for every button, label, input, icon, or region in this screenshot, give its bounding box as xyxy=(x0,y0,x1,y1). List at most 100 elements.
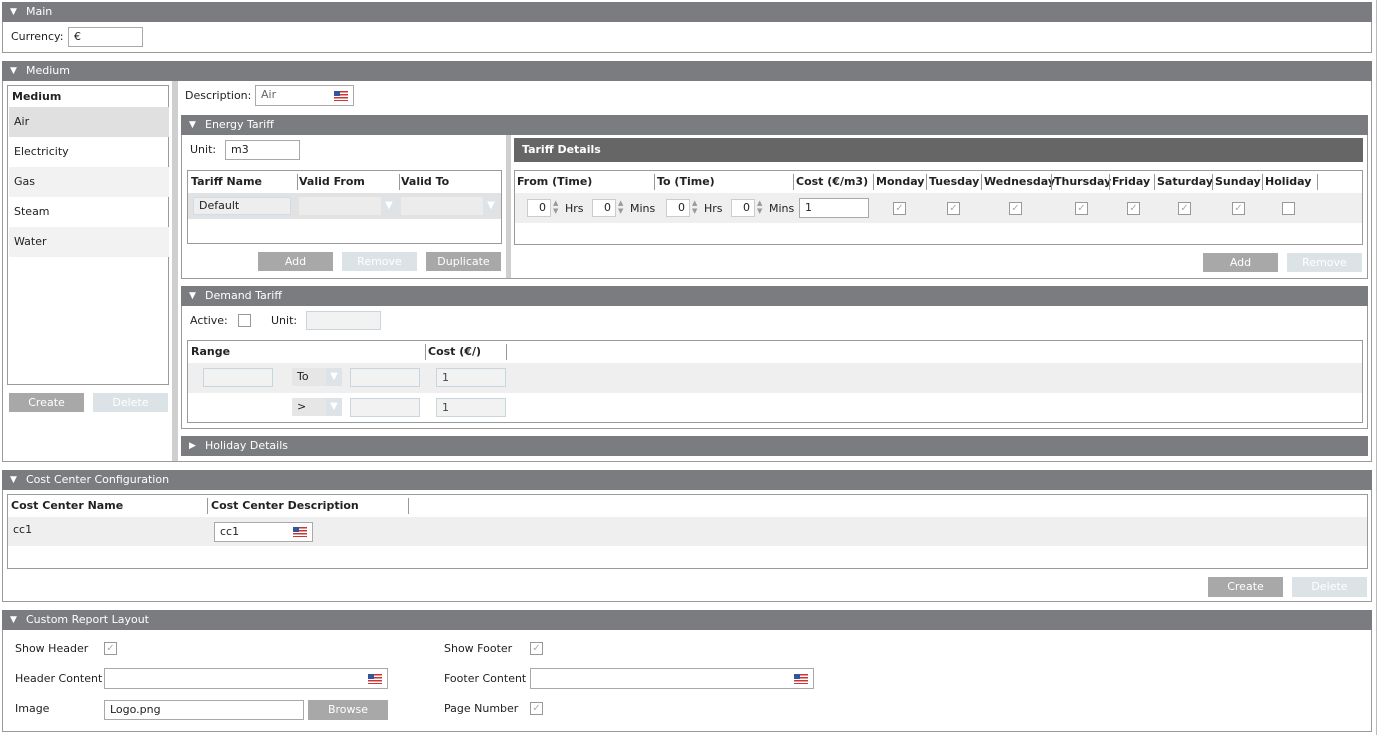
main-header[interactable]: ▼ Main xyxy=(2,2,1372,22)
range-cost-input[interactable]: 1 xyxy=(436,398,506,417)
column-header: Holiday xyxy=(1265,175,1312,188)
column-header: Sunday xyxy=(1215,175,1261,188)
cost-center-name: cc1 xyxy=(13,523,33,536)
day-checkbox-holiday[interactable] xyxy=(1282,202,1295,215)
spinner-arrows-icon[interactable]: ▲ ▼ xyxy=(553,199,559,215)
column-header: Cost (€/) xyxy=(428,345,481,358)
us-flag-icon[interactable] xyxy=(368,674,382,684)
report-layout-header[interactable]: ▼ Custom Report Layout xyxy=(2,610,1372,630)
unit-label: Unit: xyxy=(271,314,298,327)
day-checkbox-sunday[interactable]: ✓ xyxy=(1232,202,1245,215)
column-header: Valid From xyxy=(299,175,365,188)
medium-header[interactable]: ▼ Medium xyxy=(2,61,1372,81)
cost-input[interactable]: 1 xyxy=(799,198,869,218)
us-flag-icon[interactable] xyxy=(794,674,808,684)
day-checkbox-monday[interactable]: ✓ xyxy=(893,202,906,215)
expand-icon: ▼ xyxy=(189,291,196,301)
show-footer-checkbox[interactable]: ✓ xyxy=(530,642,543,655)
day-checkbox-saturday[interactable]: ✓ xyxy=(1178,202,1191,215)
currency-label: Currency: xyxy=(11,30,64,43)
tariff-grid: Tariff Name Valid From Valid To Default … xyxy=(187,170,502,244)
remove-detail-button[interactable]: Remove xyxy=(1287,253,1362,272)
tariff-details-header: Tariff Details xyxy=(514,138,1363,162)
footer-content-input[interactable] xyxy=(530,668,814,689)
show-footer-label: Show Footer xyxy=(444,642,513,655)
delete-cost-center-button[interactable]: Delete xyxy=(1292,577,1367,597)
create-medium-button[interactable]: Create xyxy=(9,393,84,412)
tariff-name-input[interactable]: Default xyxy=(193,197,291,215)
valid-from-dropdown[interactable]: ▼ xyxy=(299,197,397,215)
holiday-details-header[interactable]: ▶ Holiday Details xyxy=(181,436,1368,456)
splitter[interactable] xyxy=(506,135,511,278)
from-mins-input[interactable]: 0 xyxy=(592,199,616,217)
spinner-arrows-icon[interactable]: ▲ ▼ xyxy=(618,199,624,215)
energy-tariff-header[interactable]: ▼ Energy Tariff xyxy=(181,115,1368,135)
demand-tariff-header[interactable]: ▼ Demand Tariff xyxy=(181,286,1368,306)
description-value: cc1 xyxy=(220,525,240,538)
show-header-checkbox[interactable]: ✓ xyxy=(104,642,117,655)
add-tariff-button[interactable]: Add xyxy=(258,252,333,271)
browse-button[interactable]: Browse xyxy=(308,700,388,720)
cost-center-grid: Cost Center Name Cost Center Description… xyxy=(7,494,1368,569)
range-from-input[interactable] xyxy=(203,368,273,387)
medium-item-electricity[interactable]: Electricity xyxy=(14,145,69,158)
section-title: Holiday Details xyxy=(205,439,288,452)
column-header: Cost (€/m3) xyxy=(796,175,869,188)
range-cost-input[interactable]: 1 xyxy=(436,368,506,387)
add-detail-button[interactable]: Add xyxy=(1203,253,1278,272)
duplicate-tariff-button[interactable]: Duplicate xyxy=(426,252,501,271)
image-input[interactable]: Logo.png xyxy=(104,700,304,720)
description-input[interactable]: Air xyxy=(255,85,354,106)
spinner-arrows-icon[interactable]: ▲ ▼ xyxy=(757,199,763,215)
column-header: From (Time) xyxy=(517,175,593,188)
range-operator-dropdown[interactable]: > ▼ xyxy=(292,398,342,416)
medium-item-water[interactable]: Water xyxy=(9,227,169,257)
delete-medium-button[interactable]: Delete xyxy=(93,393,168,412)
day-checkbox-thursday[interactable]: ✓ xyxy=(1075,202,1088,215)
us-flag-icon[interactable] xyxy=(334,91,348,101)
section-title: Medium xyxy=(26,64,70,77)
remove-tariff-button[interactable]: Remove xyxy=(342,252,417,271)
day-checkbox-tuesday[interactable]: ✓ xyxy=(947,202,960,215)
range-to-input[interactable] xyxy=(350,368,420,387)
to-mins-input[interactable]: 0 xyxy=(731,199,755,217)
medium-item-gas[interactable]: Gas xyxy=(9,167,169,197)
scrollbar[interactable] xyxy=(1376,0,1377,735)
splitter[interactable] xyxy=(172,81,178,461)
column-header: Monday xyxy=(876,175,925,188)
range-to-input[interactable] xyxy=(350,398,420,417)
expand-icon: ▼ xyxy=(10,7,17,17)
table-row[interactable]: cc1 cc1 xyxy=(8,517,1367,546)
range-operator-dropdown[interactable]: To ▼ xyxy=(292,368,342,386)
header-content-input[interactable] xyxy=(104,668,388,689)
medium-item-steam[interactable]: Steam xyxy=(14,205,50,218)
valid-to-dropdown[interactable]: ▼ xyxy=(401,197,499,215)
day-checkbox-wednesday[interactable]: ✓ xyxy=(1009,202,1022,215)
table-row[interactable]: To ▼ 1 xyxy=(188,363,1362,393)
column-header: To (Time) xyxy=(657,175,715,188)
column-header: Cost Center Name xyxy=(11,499,124,512)
currency-input[interactable]: € xyxy=(68,27,143,47)
to-hrs-input[interactable]: 0 xyxy=(666,199,690,217)
create-cost-center-button[interactable]: Create xyxy=(1208,577,1283,597)
column-header: Thursday xyxy=(1054,175,1112,188)
unit-input[interactable]: m3 xyxy=(225,140,300,160)
description-value: Air xyxy=(261,88,277,101)
medium-item-air[interactable]: Air xyxy=(9,107,169,137)
cost-center-description-input[interactable]: cc1 xyxy=(214,522,313,542)
hrs-label: Hrs xyxy=(565,202,584,215)
cost-center-header[interactable]: ▼ Cost Center Configuration xyxy=(2,470,1372,490)
us-flag-icon[interactable] xyxy=(293,527,307,537)
table-row[interactable]: > ▼ 1 xyxy=(188,393,1362,422)
day-checkbox-friday[interactable]: ✓ xyxy=(1127,202,1140,215)
page-number-checkbox[interactable]: ✓ xyxy=(530,702,543,715)
table-row[interactable]: 0 ▲ ▼ Hrs 0 ▲ ▼ Mins 0 ▲ ▼ Hrs 0 ▲ ▼ Mins 1 … xyxy=(515,193,1362,223)
table-row[interactable]: Default ▼ ▼ xyxy=(188,193,501,219)
from-hrs-input[interactable]: 0 xyxy=(527,199,551,217)
section-title: Demand Tariff xyxy=(205,289,282,302)
hrs-label: Hrs xyxy=(704,202,723,215)
column-header: Valid To xyxy=(401,175,450,188)
active-checkbox[interactable] xyxy=(238,314,251,327)
demand-unit-input[interactable] xyxy=(306,311,381,330)
spinner-arrows-icon[interactable]: ▲ ▼ xyxy=(692,199,698,215)
